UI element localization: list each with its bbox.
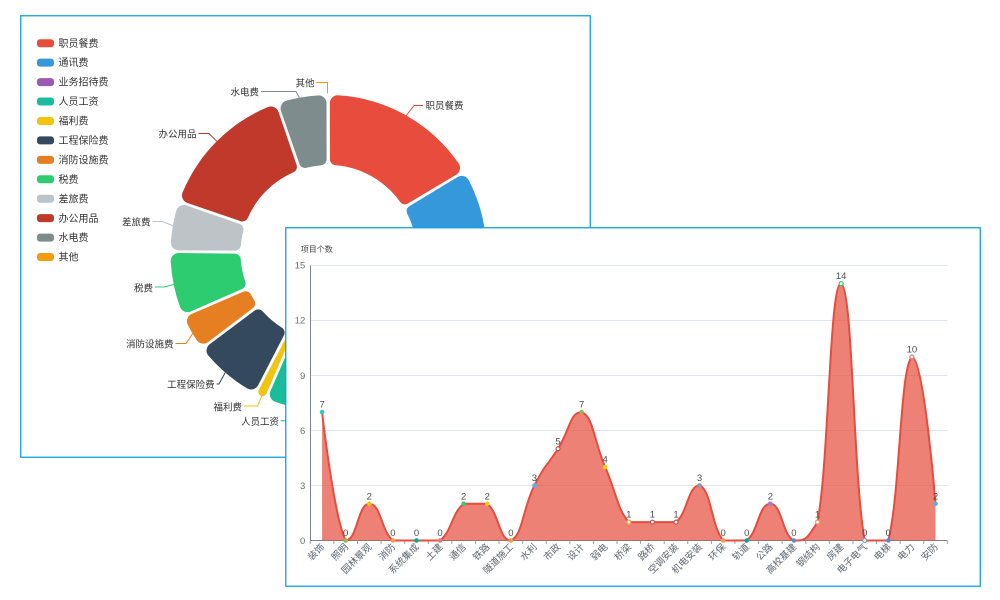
- svg-text:2: 2: [461, 491, 466, 502]
- svg-text:工程保险费: 工程保险费: [167, 379, 215, 391]
- svg-text:业务招待费: 业务招待费: [59, 76, 109, 89]
- svg-text:0: 0: [414, 528, 419, 539]
- svg-text:办公用品: 办公用品: [158, 129, 196, 141]
- svg-text:其他: 其他: [59, 251, 79, 264]
- svg-text:0: 0: [300, 536, 305, 547]
- svg-text:税费: 税费: [134, 283, 153, 295]
- svg-text:3: 3: [532, 473, 537, 484]
- svg-text:0: 0: [390, 528, 395, 539]
- svg-text:5: 5: [555, 436, 560, 447]
- svg-text:0: 0: [791, 528, 796, 539]
- svg-text:人员工资: 人员工资: [59, 96, 99, 108]
- svg-text:15: 15: [295, 261, 306, 272]
- svg-text:10: 10: [907, 345, 918, 356]
- svg-text:职员餐费: 职员餐费: [426, 100, 464, 112]
- svg-text:差旅费: 差旅费: [122, 217, 151, 229]
- svg-text:办公用品: 办公用品: [59, 212, 99, 225]
- svg-text:1: 1: [650, 510, 655, 521]
- svg-text:0: 0: [862, 528, 867, 539]
- svg-text:差旅费: 差旅费: [59, 192, 89, 205]
- svg-text:2: 2: [768, 491, 773, 502]
- svg-text:1: 1: [626, 510, 631, 521]
- svg-text:人员工资: 人员工资: [241, 417, 280, 428]
- svg-text:水电费: 水电费: [230, 87, 259, 99]
- svg-text:项目个数: 项目个数: [301, 244, 333, 254]
- svg-text:福利费: 福利费: [59, 115, 89, 128]
- svg-text:14: 14: [836, 271, 847, 282]
- svg-text:消防设施费: 消防设施费: [126, 339, 174, 351]
- svg-text:水电费: 水电费: [59, 231, 89, 244]
- svg-text:7: 7: [319, 400, 324, 411]
- svg-text:6: 6: [300, 426, 305, 437]
- svg-text:福利费: 福利费: [213, 402, 242, 414]
- svg-text:其他: 其他: [295, 78, 315, 90]
- svg-text:0: 0: [721, 528, 726, 539]
- svg-text:0: 0: [886, 528, 891, 539]
- svg-text:2: 2: [367, 491, 372, 502]
- svg-text:0: 0: [508, 528, 513, 539]
- svg-text:通讯费: 通讯费: [59, 56, 89, 69]
- svg-text:3: 3: [300, 481, 305, 492]
- svg-text:12: 12: [295, 316, 306, 327]
- svg-text:消防设施费: 消防设施费: [59, 153, 109, 166]
- svg-text:0: 0: [437, 528, 442, 539]
- svg-text:税费: 税费: [59, 173, 79, 186]
- svg-text:工程保险费: 工程保险费: [59, 134, 109, 147]
- svg-text:2: 2: [485, 491, 490, 502]
- svg-text:7: 7: [579, 400, 584, 411]
- svg-text:3: 3: [697, 473, 702, 484]
- svg-text:职员餐费: 职员餐费: [59, 37, 99, 50]
- svg-text:1: 1: [673, 510, 678, 521]
- svg-text:4: 4: [603, 455, 608, 466]
- svg-text:9: 9: [300, 371, 305, 382]
- svg-text:1: 1: [815, 510, 820, 521]
- svg-text:0: 0: [343, 528, 348, 539]
- svg-text:2: 2: [933, 491, 938, 502]
- svg-text:0: 0: [744, 528, 749, 539]
